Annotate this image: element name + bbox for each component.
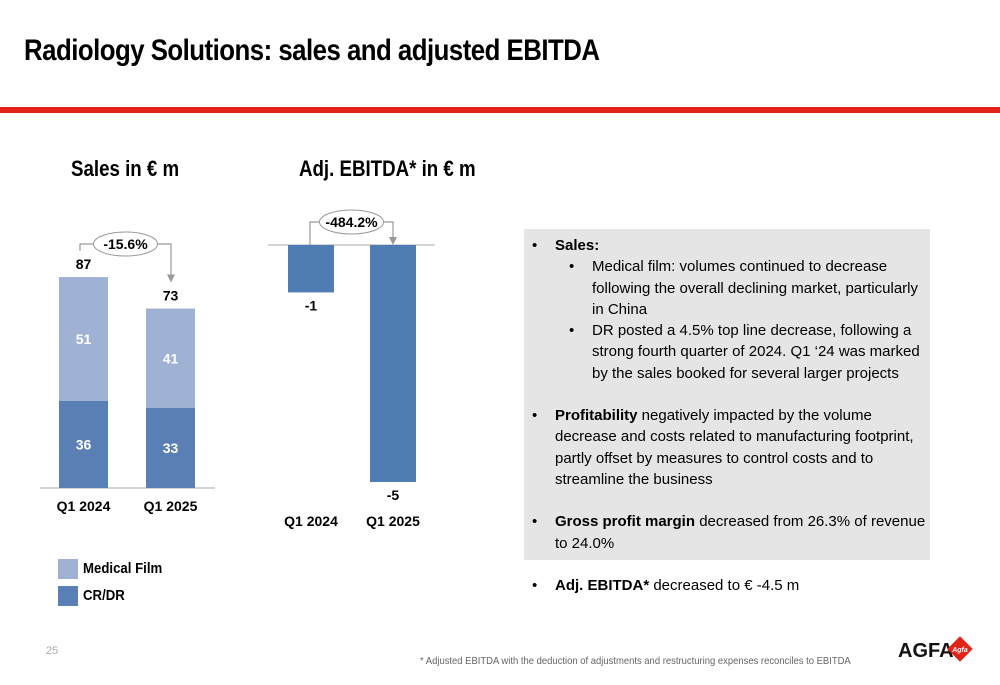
sales-value-cr-dr-1: 33 <box>163 440 179 456</box>
ebitda-change-arrowhead <box>389 237 397 245</box>
logo-badge-text: Agfa <box>951 647 968 654</box>
sales-chart-title: Sales in € m <box>71 156 180 181</box>
ebitda-value-0: -1 <box>305 297 318 313</box>
ebitda-tick-0: Q1 2024 <box>284 513 338 529</box>
sales-value-medical-film-1: 41 <box>163 350 179 366</box>
commentary-panel: Sales: Medical film: volumes continued t… <box>524 229 930 596</box>
ebitda-chart: -1 Q1 2024 -5 Q1 2025 -484.2% <box>268 209 435 529</box>
legend-swatch-medical-film <box>58 559 78 579</box>
bullet-gross-margin-text: decreased from 26.3% of revenue to 24.0% <box>555 513 926 552</box>
legend-label-medical-film: Medical Film <box>83 560 163 577</box>
sales-value-cr-dr-0: 36 <box>76 436 92 452</box>
title-divider <box>0 107 1000 113</box>
bullet-sales-heading: Sales: <box>555 237 600 254</box>
bullet-gross-margin-heading: Gross profit margin <box>555 513 696 531</box>
sales-bar-cr-dr-1 <box>146 407 195 488</box>
ebitda-change-label: -484.2% <box>325 214 378 230</box>
legend-swatch-cr-dr <box>58 586 78 606</box>
ebitda-bar-1 <box>370 245 416 482</box>
sales-value-medical-film-0: 51 <box>76 331 92 347</box>
sub-bullet-medical-film: Medical film: volumes continued to decre… <box>532 256 928 320</box>
sales-change-arrowhead <box>167 274 175 283</box>
ebitda-value-1: -5 <box>387 487 400 503</box>
sales-tick-1: Q1 2025 <box>144 498 198 514</box>
logo-wordmark: AGFA <box>898 640 954 662</box>
bullet-sales: Sales: <box>532 235 928 257</box>
logo-diamond <box>947 636 973 662</box>
bullet-profitability-text: negatively impacted by the volume decrea… <box>555 407 914 488</box>
sales-bar-cr-dr-0 <box>59 400 108 488</box>
bullet-profitability-heading: Profitability <box>555 407 638 425</box>
bullet-profitability: Profitability negatively impacted by the… <box>532 405 928 490</box>
ebitda-chart-title: Adj. EBITDA* in € m <box>299 156 476 181</box>
ebitda-bar-0 <box>288 245 334 293</box>
sales-total-0: 87 <box>76 256 92 272</box>
footnote: * Adjusted EBITDA with the deduction of … <box>420 655 851 667</box>
ebitda-tick-1: Q1 2025 <box>366 513 420 529</box>
bullet-gross-margin: Gross profit margin decreased from 26.3%… <box>532 511 928 554</box>
sales-change-label: -15.6% <box>103 236 148 252</box>
commentary-bullets: Sales: Medical film: volumes continued t… <box>532 235 928 596</box>
sales-bar-medical-film-1 <box>146 308 195 408</box>
page-number: 25 <box>46 645 59 657</box>
legend-label-cr-dr: CR/DR <box>83 587 125 604</box>
sales-bar-medical-film-0 <box>59 277 108 401</box>
sales-total-1: 73 <box>163 288 179 304</box>
bullet-adj-ebitda-text: decreased to € -4.5 m <box>649 576 800 594</box>
page-title: Radiology Solutions: sales and adjusted … <box>24 34 600 67</box>
bullet-adj-ebitda: Adj. EBITDA* decreased to € -4.5 m <box>532 575 928 597</box>
sub-bullet-dr: DR posted a 4.5% top line decrease, foll… <box>532 320 928 384</box>
bullet-adj-ebitda-heading: Adj. EBITDA* <box>555 576 650 594</box>
agfa-logo: AGFA Agfa <box>898 636 973 662</box>
ebitda-change-bubble <box>319 209 384 235</box>
sales-change-bubble <box>93 231 158 257</box>
sales-chart: 36 51 87 Q1 2024 33 41 73 Q1 2025 -15.6% <box>40 231 215 514</box>
sales-tick-0: Q1 2024 <box>57 498 111 514</box>
